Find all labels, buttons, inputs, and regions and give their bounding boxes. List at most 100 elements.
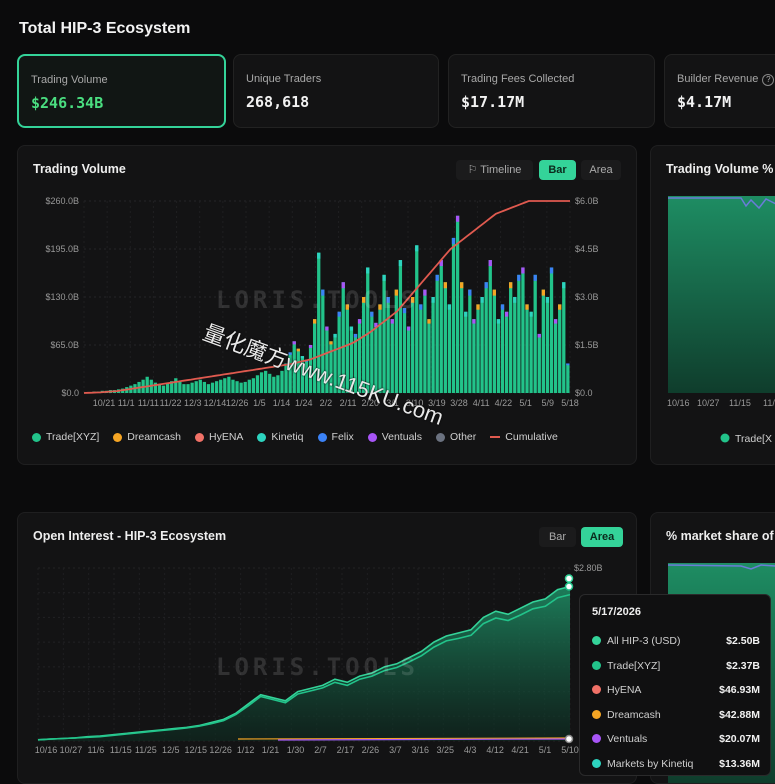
bar [317,252,321,393]
legend-item[interactable]: Felix [317,431,354,443]
legend-item[interactable]: Cumulative [490,431,558,443]
y-tick-label: $65.0B [50,340,79,350]
bar-segment [406,326,411,331]
bar-segment [451,237,456,244]
open-interest-panel: Open Interest - HIP-3 Ecosystem Bar Area… [17,512,637,784]
watermark: LORIS.TOOLS [216,286,419,314]
x-tick: 10/16 [667,398,690,408]
bar [406,326,411,393]
y2-tick-label: $6.0B [575,196,599,206]
bar-segment [541,289,545,296]
bar [345,304,349,393]
area-toggle[interactable]: Area [581,160,621,180]
card-label: Unique Traders [246,73,322,85]
bar-segment [415,245,419,252]
bar [243,381,247,393]
bar [460,282,464,393]
bar-segment [460,282,464,289]
bar-segment [537,333,541,338]
legend-item[interactable]: Dreamcash [113,431,181,443]
x-tick-label: 12/26 [209,745,232,755]
legend-dot [720,433,730,443]
legend-label: Ventuals [381,431,422,443]
x-tick-label: 2/17 [337,745,355,755]
x-tick-label: 5/1 [539,745,552,755]
bar [165,382,170,393]
bar [292,341,296,393]
x-tick-label: 4/22 [495,398,513,408]
y-tick-label: $130.0B [45,292,79,302]
bar-segment [500,304,505,310]
bar [464,311,468,393]
legend-swatch [113,432,123,442]
bar [194,381,198,393]
bar [435,274,439,393]
bar-segment [419,304,423,310]
bar-segment [427,319,431,324]
tooltip-row: HyENA $46.93M [592,684,760,696]
info-icon[interactable]: ? [762,74,775,86]
bar-segment [398,260,403,267]
area-toggle[interactable]: Area [581,527,623,547]
bar-segment [549,267,554,274]
tooltip-value: $20.07M [719,733,760,745]
x-tick-label: 3/19 [428,398,446,408]
bar-toggle[interactable]: Bar [539,527,576,547]
bar [353,333,358,393]
bar [333,333,337,393]
hover-marker [564,734,574,744]
legend-item[interactable]: Ventuals [367,431,422,443]
timeline-toggle[interactable]: ⚐ Timeline [456,160,533,180]
bar [153,382,158,393]
bar [443,282,447,393]
bar [251,378,256,393]
bar-segment [329,341,333,345]
legend-item[interactable]: HyENA [194,431,243,443]
legend-label: Dreamcash [127,431,181,443]
bar [545,297,550,393]
bar [525,304,529,393]
share-chart: 10/16 10/27 11/15 11/ Trade[X [667,196,775,445]
bar-segment [439,260,443,267]
legend-item[interactable]: Kinetiq [257,431,304,443]
bar-segment [292,341,296,345]
card-builder-revenue[interactable]: Builder Revenue? $4.17M [664,54,775,128]
x-tick-label: 1/14 [273,398,291,408]
bar-segment [366,267,370,274]
bar-toggle[interactable]: Bar [539,160,576,180]
x-tick-label: 12/14 [204,398,227,408]
bar-segment [435,274,439,281]
bar [439,260,443,393]
x-tick-label: 2/7 [314,745,327,755]
chart-tooltip: 5/17/2026 All HIP-3 (USD) $2.50B Trade[XYZ… [579,594,771,776]
tooltip-value: $46.93M [719,684,760,696]
x-tick-label: 3/7 [389,745,402,755]
bar [362,297,366,393]
bar-segment [370,311,374,317]
y2-tick-label: $1.5B [575,340,599,350]
card-trading-volume[interactable]: Trading Volume $246.34B [17,54,226,128]
bar [484,282,488,393]
legend-item[interactable]: Other [436,431,476,443]
legend-label: Other [450,431,477,443]
card-value: $246.34B [31,94,104,112]
x-tick: 11/15 [729,398,751,408]
card-trading-fees[interactable]: Trading Fees Collected $17.17M [448,54,655,128]
bar [280,370,284,393]
bar-segment [317,252,321,259]
tooltip-row: Markets by Kinetiq $13.36M [592,758,760,770]
bar [366,267,370,393]
card-unique-traders[interactable]: Unique Traders 268,618 [233,54,439,128]
bar [357,319,362,393]
bar [308,345,313,393]
bar-segment [353,333,358,338]
bar [263,370,268,393]
bar [451,237,456,393]
bar [537,333,541,393]
bar-segment [411,297,415,303]
bar [239,382,243,393]
bar [296,348,300,393]
legend-item[interactable]: Trade[XYZ] [32,431,99,443]
x-tick-label: 1/30 [287,745,305,755]
x-tick-label: 4/3 [464,745,477,755]
